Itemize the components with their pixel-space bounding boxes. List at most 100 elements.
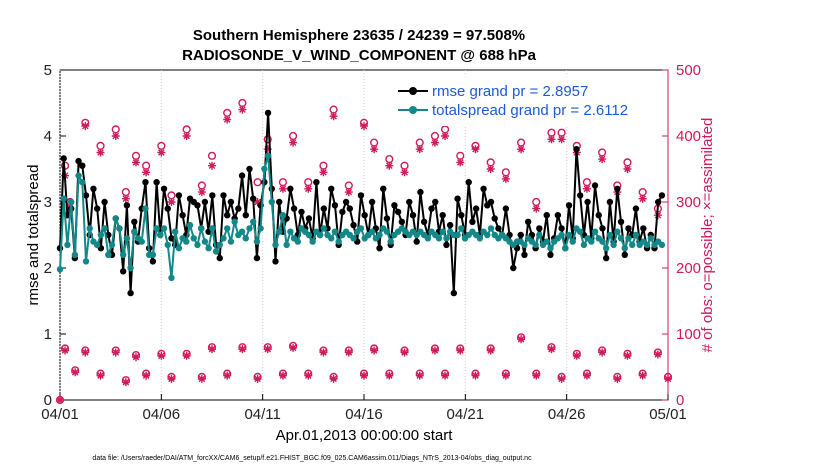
y-right-tick-label: 200	[676, 260, 701, 277]
obs-assimilated-marker	[278, 184, 287, 193]
totalspread-point	[562, 245, 569, 252]
totalspread-point	[621, 245, 628, 252]
obs-low-assimilated-marker	[664, 374, 672, 383]
totalspread-point	[242, 235, 249, 242]
rmse-point	[242, 212, 249, 219]
totalspread-point	[224, 225, 231, 232]
obs-assimilated-marker	[182, 132, 191, 140]
rmse-point	[472, 205, 480, 212]
rmse-point	[406, 198, 413, 206]
obs-low-assimilated-marker	[557, 374, 566, 383]
rmse-point	[420, 218, 428, 225]
obs-low-assimilated-marker	[598, 348, 607, 357]
rmse-point	[160, 185, 168, 192]
rmse-point	[443, 241, 450, 249]
x-tick-label: 04/06	[143, 406, 181, 423]
totalspread-point	[157, 231, 164, 239]
rmse-point	[380, 185, 387, 192]
obs-assimilated-marker	[486, 165, 495, 173]
totalspread-point	[231, 218, 238, 225]
totalspread-point	[209, 225, 216, 232]
legend-spread-marker	[409, 106, 417, 114]
obs-low-assimilated-marker	[623, 351, 632, 360]
rmse-point	[209, 192, 216, 199]
totalspread-point	[316, 231, 324, 239]
obs-low-assimilated-marker	[71, 368, 80, 377]
totalspread-point	[576, 228, 584, 235]
obs-low-assimilated-marker	[111, 348, 120, 357]
obs-assimilated-marker	[360, 122, 368, 131]
rmse-point	[409, 212, 417, 219]
obs-low-assimilated-marker	[456, 346, 465, 355]
totalspread-point	[164, 241, 171, 249]
rmse-point	[446, 221, 454, 229]
obs-low-assimilated-marker	[238, 345, 247, 354]
totalspread-point	[647, 235, 654, 242]
rmse-point	[79, 162, 86, 169]
obs-assimilated-marker	[441, 132, 450, 140]
totalspread-point	[227, 238, 235, 245]
obs-assimilated-marker	[197, 188, 206, 197]
rmse-point	[216, 254, 223, 262]
y-tick-label: 1	[44, 326, 52, 343]
obs-possible-marker	[253, 178, 262, 187]
rmse-point	[394, 208, 402, 216]
totalspread-point	[56, 266, 64, 273]
y-tick-label: 5	[44, 62, 52, 79]
obs-low-assimilated-marker	[441, 371, 450, 380]
obs-low-assimilated-marker	[61, 346, 70, 355]
rmse-point	[227, 198, 235, 206]
rmse-point	[491, 215, 498, 222]
totalspread-point	[171, 228, 179, 235]
totalspread-point	[201, 238, 209, 245]
totalspread-point	[606, 231, 614, 239]
totalspread-point	[368, 228, 376, 235]
obs-low-assimilated-marker	[197, 374, 206, 383]
obs-assimilated-marker	[208, 161, 216, 170]
rmse-point	[495, 225, 502, 232]
rmse-point	[298, 208, 305, 216]
rmse-point	[235, 205, 242, 212]
totalspread-point	[476, 235, 484, 242]
totalspread-point	[276, 228, 283, 235]
obs-assimilated-marker	[304, 184, 313, 193]
obs-low-assimilated-marker	[582, 371, 591, 380]
totalspread-point	[153, 225, 160, 232]
x-tick-label: 05/01	[649, 406, 687, 423]
obs-assimilated-marker	[111, 132, 120, 140]
obs-assimilated-marker	[157, 148, 166, 157]
totalspread-point	[86, 225, 93, 232]
rmse-point	[469, 218, 476, 225]
totalspread-point	[264, 152, 272, 159]
legend: rmse grand pr = 2.8957 totalspread grand…	[394, 76, 659, 126]
rmse-point	[614, 185, 621, 192]
rmse-point	[201, 198, 209, 206]
totalspread-point	[305, 231, 313, 239]
totalspread-point	[108, 241, 116, 249]
totalspread-point	[79, 179, 86, 186]
y-right-tick-label: 0	[676, 392, 684, 409]
totalspread-point	[250, 218, 257, 225]
x-tick-label: 04/01	[41, 406, 79, 423]
obs-possible-marker	[207, 151, 217, 160]
totalspread-point	[536, 231, 543, 239]
rmse-point	[119, 268, 127, 275]
totalspread-point	[376, 231, 383, 239]
obs-low-assimilated-marker	[132, 353, 140, 362]
totalspread-point	[216, 241, 223, 249]
obs-low-assimilated-marker	[344, 348, 353, 357]
x-tick-label: 04/26	[548, 406, 586, 423]
totalspread-point	[75, 172, 82, 179]
totalspread-point	[454, 231, 461, 239]
obs-low-assimilated-marker	[81, 348, 90, 357]
obs-low-assimilated-marker	[471, 371, 480, 380]
rmse-point	[142, 179, 149, 186]
obs-assimilated-marker	[430, 138, 439, 147]
rmse-point	[655, 198, 662, 206]
series-lines	[56, 109, 666, 297]
totalspread-point	[532, 241, 539, 249]
obs-low-assimilated-marker	[532, 371, 541, 380]
rmse-point	[272, 258, 279, 265]
obs-assimilated-marker	[598, 155, 607, 164]
